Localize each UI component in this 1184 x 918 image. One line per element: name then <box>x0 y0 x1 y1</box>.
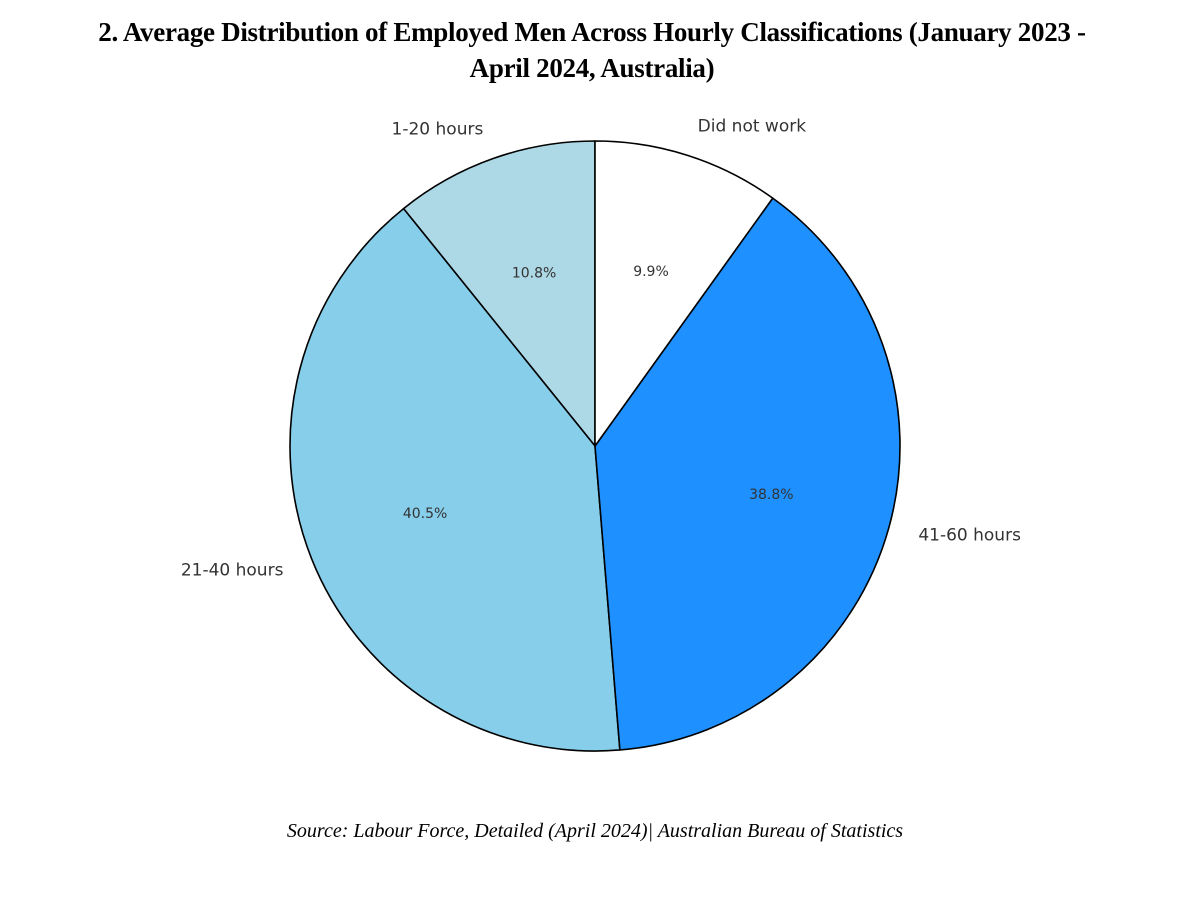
pie-slice-41-60-hours <box>594 197 901 751</box>
pie-category-label: 1-20 hours <box>392 120 484 140</box>
pie-category-label: Did not work <box>698 117 807 137</box>
chart-title-line-2: April 2024, Australia) <box>469 53 715 83</box>
pie-slices <box>289 140 901 752</box>
pie-slice-1-20-hours <box>402 140 596 447</box>
pie-value-label: 40.5% <box>403 506 447 522</box>
pie-category-label: 41-60 hours <box>918 526 1021 546</box>
chart-title-line-1: 2. Average Distribution of Employed Men … <box>98 17 1086 47</box>
pie-labels: 10.8% 1-20 hours 40.5% 21-40 hours 38.8% 41-6… <box>181 117 1021 581</box>
chart-title: 2. Average Distribution of Employed Men … <box>0 14 1184 86</box>
chart-source: Source: Labour Force, Detailed (April 20… <box>286 820 904 842</box>
pie-category-label: 21-40 hours <box>181 560 284 580</box>
pie-value-label: 10.8% <box>512 265 556 281</box>
pie-slice-21-40-hours <box>289 207 621 752</box>
pie-value-label: 38.8% <box>749 487 793 503</box>
pie-value-label: 9.9% <box>633 264 669 280</box>
pie-slice-did-not-work <box>594 140 774 447</box>
